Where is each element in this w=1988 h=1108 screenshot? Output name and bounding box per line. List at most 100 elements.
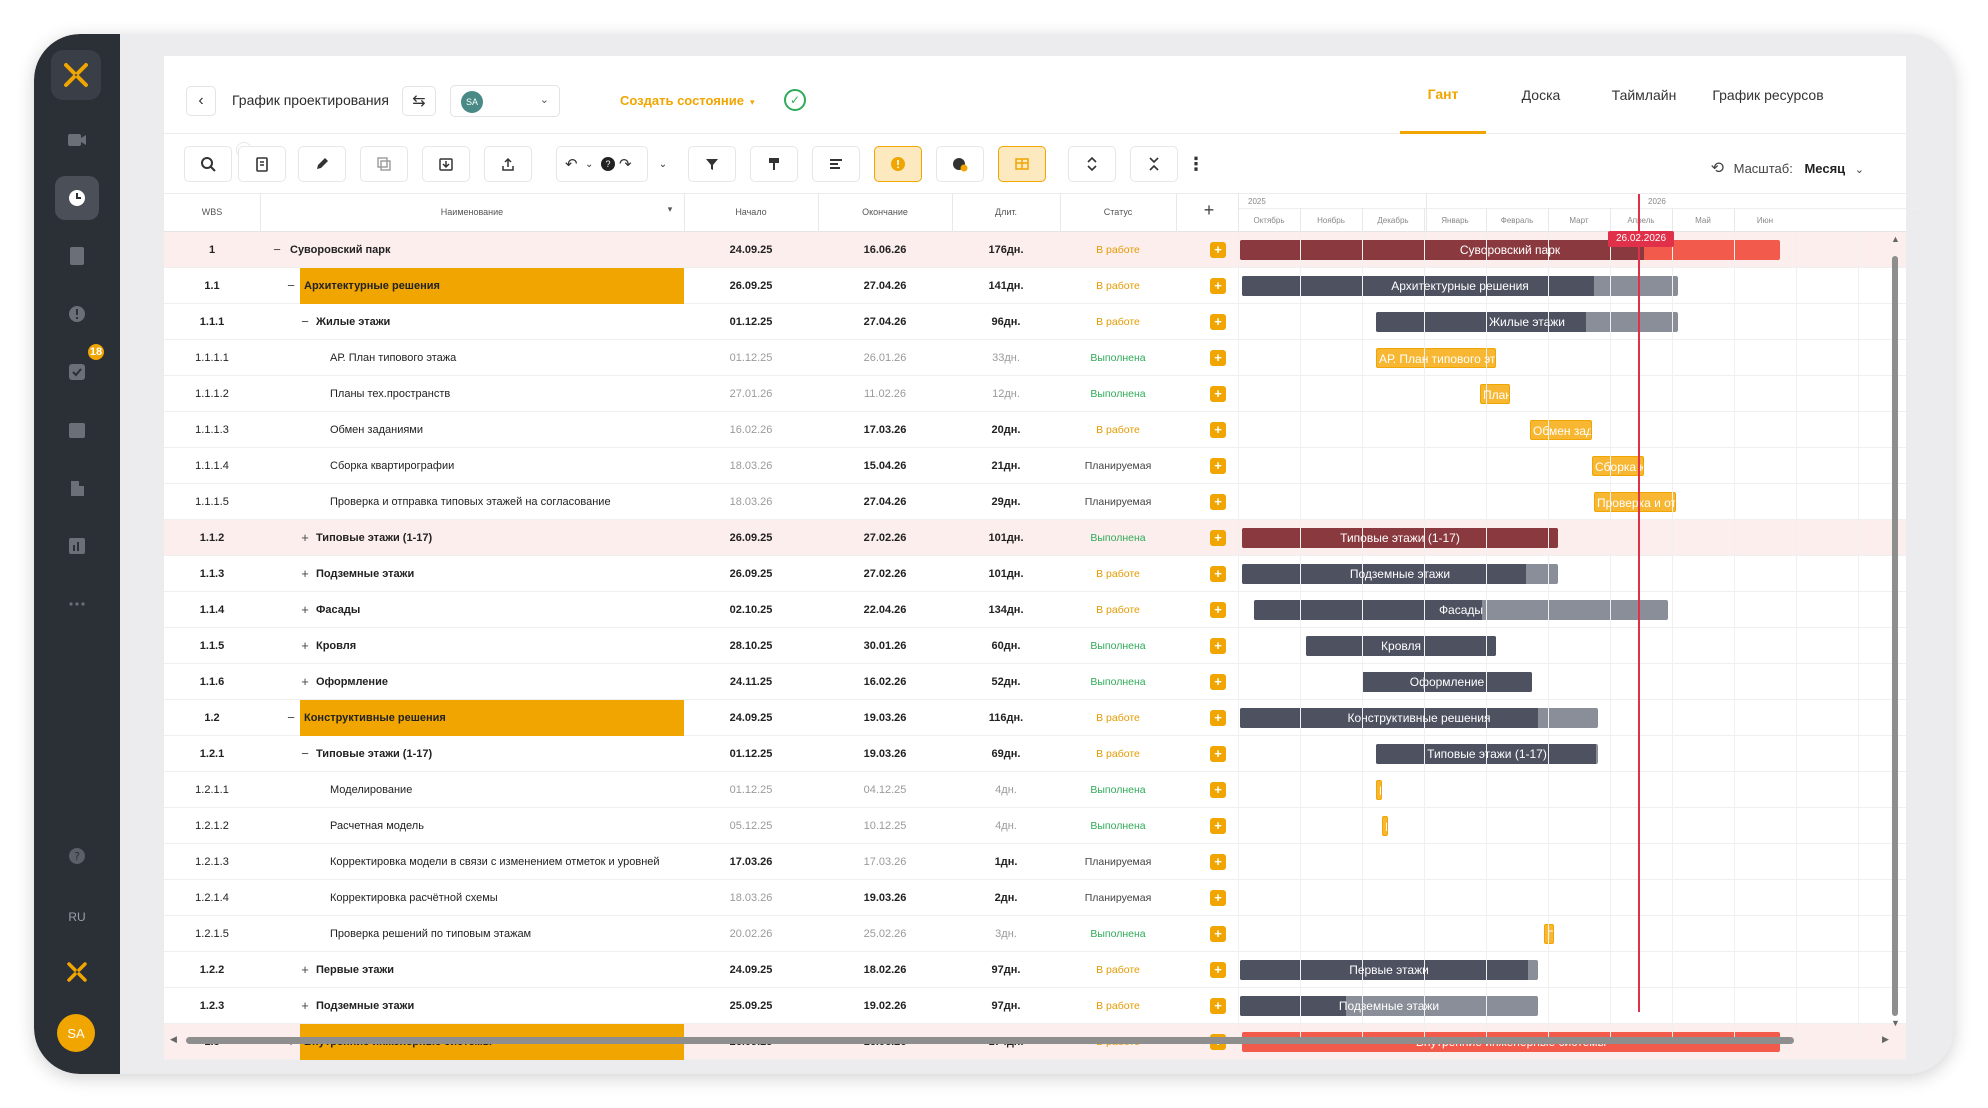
start-cell[interactable]: 01.12.25: [729, 352, 773, 364]
gantt-bar[interactable]: Фасады: [1254, 600, 1668, 620]
gantt-bar[interactable]: Подземные этажи: [1242, 564, 1558, 584]
end-cell[interactable]: 25.02.26: [863, 928, 907, 940]
gantt-bar[interactable]: Типовые этажи (1-17): [1242, 528, 1558, 548]
name-cell[interactable]: Сборка квартирографии: [260, 448, 684, 484]
search-button[interactable]: [184, 146, 232, 182]
table-row[interactable]: 1.1.4 + Фасады 02.10.25 22.04.26 134дн. В рабо…: [164, 592, 1906, 628]
start-cell[interactable]: 24.11.25: [729, 676, 773, 688]
status-cell[interactable]: В работе: [1096, 244, 1140, 256]
end-cell[interactable]: 22.04.26: [863, 604, 907, 616]
collapse-icon[interactable]: −: [301, 746, 309, 761]
add-subtask-icon[interactable]: +: [1210, 962, 1226, 978]
name-cell[interactable]: + Первые этажи: [260, 952, 684, 988]
collapse-icon[interactable]: −: [301, 314, 309, 329]
add-subtask-icon[interactable]: +: [1210, 746, 1226, 762]
collapse-icon[interactable]: −: [287, 710, 295, 725]
scroll-left-icon[interactable]: ◀: [170, 1034, 177, 1044]
table-row[interactable]: 1.2.2 + Первые этажи 24.09.25 18.02.26 97дн. В…: [164, 952, 1906, 988]
status-cell[interactable]: В работе: [1096, 568, 1140, 580]
status-cell[interactable]: В работе: [1096, 748, 1140, 760]
table-row[interactable]: 1.1.1.5 Проверка и отправка типовых этаже…: [164, 484, 1906, 520]
gantt-bar[interactable]: Проверка и отправка типовых этажей на со…: [1594, 492, 1676, 512]
start-cell[interactable]: 26.09.25: [729, 532, 773, 544]
add-subtask-icon[interactable]: +: [1210, 602, 1226, 618]
start-cell[interactable]: 24.09.25: [729, 712, 773, 724]
duration-cell[interactable]: 97дн.: [991, 964, 1021, 976]
end-cell[interactable]: 15.04.26: [863, 460, 907, 472]
user-avatar[interactable]: SA: [57, 1014, 95, 1052]
more-icon[interactable]: [55, 582, 99, 626]
scroll-right-icon[interactable]: ▶: [1882, 1034, 1889, 1044]
status-cell[interactable]: В работе: [1096, 424, 1140, 436]
duration-cell[interactable]: 101дн.: [988, 532, 1024, 544]
end-cell[interactable]: 17.03.26: [863, 424, 907, 436]
start-cell[interactable]: 27.01.26: [729, 388, 773, 400]
end-cell[interactable]: 27.04.26: [863, 496, 907, 508]
end-cell[interactable]: 16.06.26: [863, 244, 907, 256]
end-cell[interactable]: 19.02.26: [863, 1000, 907, 1012]
clock-icon[interactable]: [55, 176, 99, 220]
add-subtask-icon[interactable]: +: [1210, 458, 1226, 474]
table-row[interactable]: 1.1.1.1 АР. План типового этажа 01.12.25 26…: [164, 340, 1906, 376]
app-logo[interactable]: [51, 50, 101, 100]
redo-dropdown[interactable]: ⌄: [652, 146, 674, 182]
status-cell[interactable]: Выполнена: [1090, 928, 1146, 940]
scroll-up-icon[interactable]: ▲: [1891, 234, 1900, 244]
import-button[interactable]: [422, 146, 470, 182]
end-cell[interactable]: 10.12.25: [863, 820, 907, 832]
table-view-button[interactable]: [998, 146, 1046, 182]
end-cell[interactable]: 04.12.25: [863, 784, 907, 796]
expand-icon[interactable]: +: [301, 602, 309, 617]
table-row[interactable]: 1.1.3 + Подземные этажи 26.09.25 27.02.26 101…: [164, 556, 1906, 592]
filter-small-icon[interactable]: ▾: [667, 204, 673, 214]
end-cell[interactable]: 18.02.26: [863, 964, 907, 976]
name-cell[interactable]: Корректировка расчётной схемы: [260, 880, 684, 916]
tab-gantt[interactable]: Гант: [1400, 56, 1486, 134]
collapse-icon[interactable]: −: [287, 278, 295, 293]
duration-cell[interactable]: 1дн.: [994, 856, 1018, 868]
name-cell[interactable]: + Кровля: [260, 628, 684, 664]
vertical-scrollbar[interactable]: ▲ ▼: [1891, 234, 1900, 1030]
table-row[interactable]: 1.1.1.3 Обмен заданиями 16.02.26 17.03.26 20…: [164, 412, 1906, 448]
col-end[interactable]: Окончание: [862, 207, 908, 217]
add-subtask-icon[interactable]: +: [1210, 494, 1226, 510]
start-cell[interactable]: 26.09.25: [729, 568, 773, 580]
start-cell[interactable]: 24.09.25: [729, 244, 773, 256]
col-duration[interactable]: Длит.: [995, 207, 1017, 217]
add-column-icon[interactable]: +: [1203, 200, 1215, 220]
gantt-bar[interactable]: Расчетная модель: [1382, 816, 1388, 836]
gantt-bar[interactable]: Оформление: [1362, 672, 1532, 692]
add-subtask-icon[interactable]: +: [1210, 782, 1226, 798]
status-cell[interactable]: Планируемая: [1084, 856, 1152, 868]
start-cell[interactable]: 18.03.26: [729, 496, 773, 508]
table-row[interactable]: 1.1.5 + Кровля 28.10.25 30.01.26 60дн. Выполне…: [164, 628, 1906, 664]
end-cell[interactable]: 11.02.26: [863, 388, 906, 400]
name-cell[interactable]: − Суворовский парк: [260, 232, 684, 268]
align-button[interactable]: [812, 146, 860, 182]
chart-icon[interactable]: [55, 524, 99, 568]
status-cell[interactable]: В работе: [1096, 712, 1140, 724]
tab-board[interactable]: Доска: [1521, 87, 1561, 103]
start-cell[interactable]: 25.09.25: [729, 1000, 773, 1012]
building-icon[interactable]: [55, 466, 99, 510]
gantt-bar[interactable]: Кровля: [1306, 636, 1496, 656]
add-subtask-icon[interactable]: +: [1210, 242, 1226, 258]
status-cell[interactable]: Планируемая: [1084, 460, 1152, 472]
duration-cell[interactable]: 4дн.: [995, 820, 1017, 832]
status-cell[interactable]: Выполнена: [1090, 352, 1146, 364]
add-subtask-icon[interactable]: +: [1210, 998, 1226, 1014]
status-cell[interactable]: В работе: [1096, 1000, 1140, 1012]
table-row[interactable]: 1.1.2 + Типовые этажи (1-17) 26.09.25 27.02.…: [164, 520, 1906, 556]
add-subtask-icon[interactable]: +: [1210, 854, 1226, 870]
status-cell[interactable]: Выполнена: [1090, 640, 1146, 652]
duration-cell[interactable]: 12дн.: [992, 388, 1020, 400]
more-button[interactable]: ⋮: [1184, 146, 1208, 182]
add-subtask-icon[interactable]: +: [1210, 350, 1226, 366]
table-row[interactable]: 1.2.1.5 Проверка решений по типовым этажа…: [164, 916, 1906, 952]
start-cell[interactable]: 28.10.25: [729, 640, 773, 652]
gantt-bar[interactable]: Проверка решений по типовым этажам: [1544, 924, 1554, 944]
gantt-bar[interactable]: Подземные этажи: [1240, 996, 1538, 1016]
collapse-button[interactable]: [1130, 146, 1178, 182]
edit-button[interactable]: [298, 146, 346, 182]
name-cell[interactable]: + Типовые этажи (1-17): [260, 520, 684, 556]
